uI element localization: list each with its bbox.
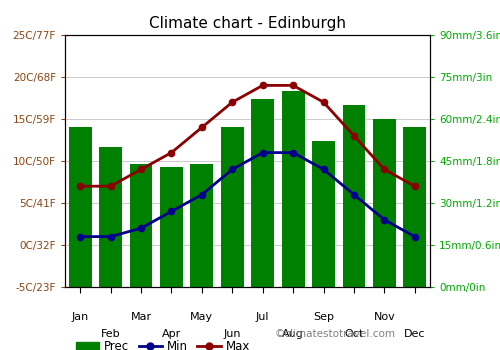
Text: ©climatestotravel.com: ©climatestotravel.com [275, 329, 396, 339]
Text: May: May [190, 312, 214, 322]
Text: Oct: Oct [344, 329, 364, 339]
Text: Mar: Mar [130, 312, 152, 322]
Bar [282, 91, 304, 287]
Bar [404, 127, 426, 287]
Bar [99, 147, 122, 287]
Legend: Prec, Min, Max: Prec, Min, Max [71, 336, 254, 350]
Text: Apr: Apr [162, 329, 181, 339]
Bar [130, 164, 152, 287]
Text: Jan: Jan [72, 312, 89, 322]
Bar [312, 141, 335, 287]
Text: Jun: Jun [224, 329, 241, 339]
Text: Feb: Feb [101, 329, 120, 339]
Bar [160, 167, 183, 287]
Bar [342, 105, 365, 287]
Title: Climate chart - Edinburgh: Climate chart - Edinburgh [149, 16, 346, 31]
Bar [221, 127, 244, 287]
Text: Nov: Nov [374, 312, 395, 322]
Text: Aug: Aug [282, 329, 304, 339]
Text: Jul: Jul [256, 312, 270, 322]
Bar [190, 164, 214, 287]
Bar [252, 99, 274, 287]
Text: Dec: Dec [404, 329, 425, 339]
Text: Sep: Sep [313, 312, 334, 322]
Bar [69, 127, 92, 287]
Bar [373, 119, 396, 287]
